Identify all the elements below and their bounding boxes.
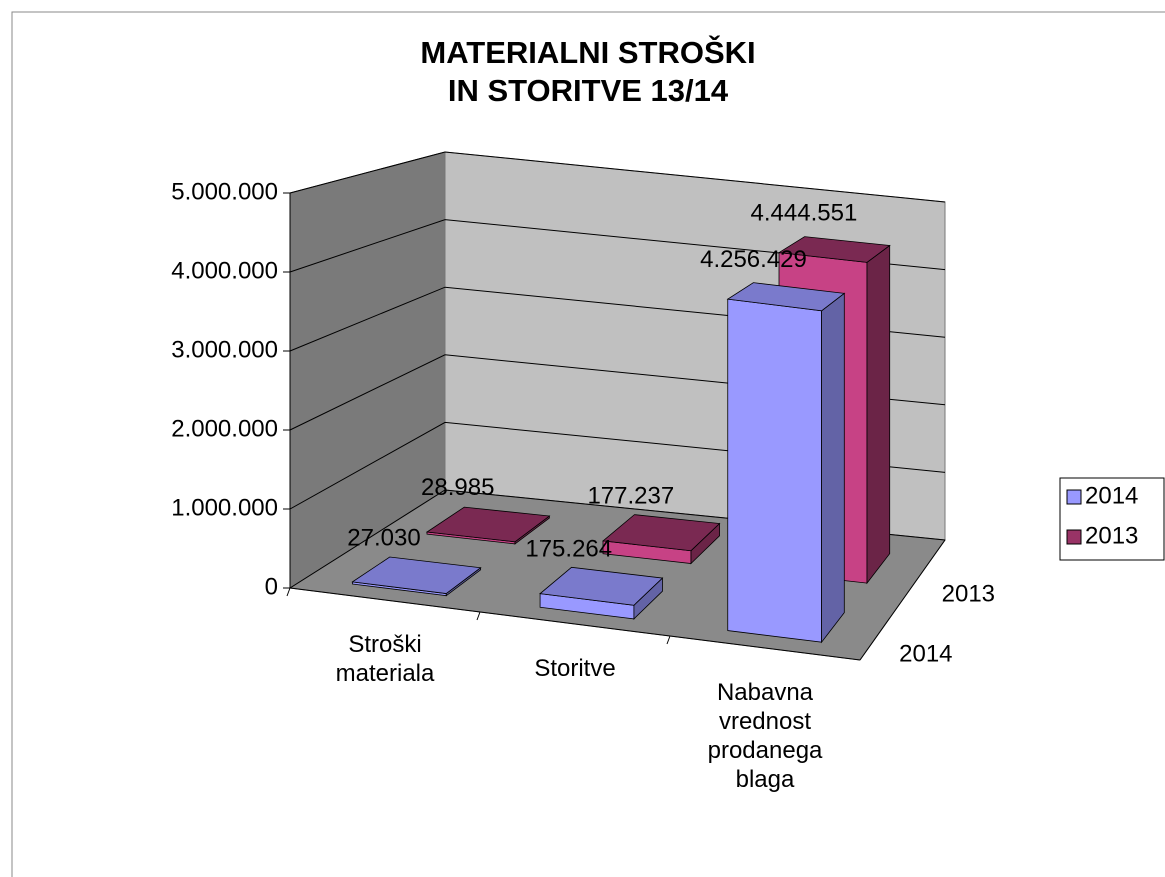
y-tick-label: 2.000.000 [171,415,278,442]
bar [726,282,846,644]
bar-top [726,282,846,312]
y-tick-label: 1.000.000 [171,494,278,521]
value-label: 4.256.429 [700,246,807,273]
legend-swatch [1066,489,1082,505]
y-tick-label: 4.000.000 [171,257,278,284]
value-label: 28.985 [421,474,494,501]
grid-line [289,219,946,273]
bar [425,506,551,545]
y-tick-label: 5.000.000 [171,178,278,205]
x-axis [289,587,861,661]
depth-label: 2013 [942,580,995,607]
value-label: 177.237 [587,482,674,509]
depth-axis [859,539,946,661]
legend-label: 2013 [1085,522,1138,549]
x-tick-mark [476,611,481,621]
bar-top [539,566,664,606]
legend: 2014 2013 [1059,477,1165,561]
bar-top [351,556,482,594]
bar [539,566,664,620]
bar [351,556,482,597]
bar-side [866,244,891,585]
legend-swatch [1066,529,1082,545]
bar-front [727,298,822,643]
x-tick-mark [666,635,671,645]
bar-top [602,514,721,552]
legend-label: 2014 [1085,482,1138,509]
y-tick-label: 0 [265,573,278,600]
value-label: 175.264 [525,535,612,562]
bar [602,514,721,565]
chart-title: MATERIALNI STROŠKI IN STORITVE 13/14 [420,35,756,108]
x-tick-label: Stroški materiala [335,631,435,687]
bar-side [821,292,845,644]
grid-line [289,151,946,203]
x-tick-label: Nabavna vrednost prodanega blaga [707,679,823,793]
x-tick-label: Storitve [534,655,616,682]
x-tick-mark [286,587,291,597]
y-tick-label: 3.000.000 [171,336,278,363]
depth-label: 2014 [899,640,952,667]
bar-top [425,506,551,543]
value-label: 27.030 [347,524,420,551]
value-label: 4.444.551 [751,199,858,226]
bar-top [777,236,891,263]
